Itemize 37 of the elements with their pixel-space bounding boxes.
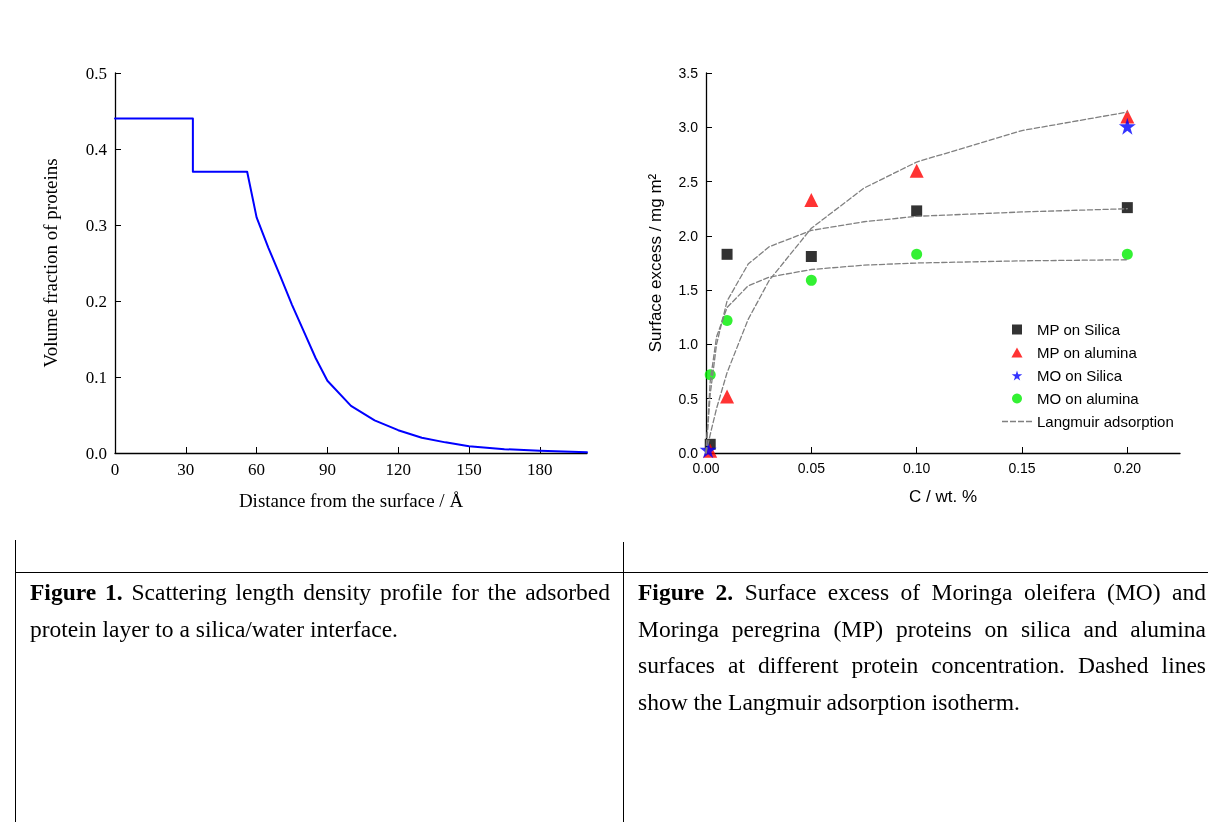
y-tick-label: 2.5 <box>678 173 699 190</box>
x-tick-label: 180 <box>527 460 553 479</box>
y-tick-label: 0.5 <box>85 63 107 83</box>
legend-label: Langmuir adsorption <box>1037 413 1174 430</box>
y-tick-label: 3.0 <box>678 119 699 136</box>
y-axis-title: Surface excess / mg m² <box>646 173 665 353</box>
x-tick-label: 0.05 <box>797 460 826 476</box>
y-tick-label: 3.5 <box>678 65 699 81</box>
y-tick-label: 2.0 <box>678 227 699 244</box>
x-tick-label: 0.15 <box>1008 460 1036 476</box>
y-tick-label: 0.3 <box>85 215 107 235</box>
y-tick-label: 0.0 <box>85 443 107 463</box>
x-axis-title: C / wt. % <box>908 487 978 506</box>
y-tick-label: 0.0 <box>678 445 699 461</box>
legend-label: MP on alumina <box>1037 344 1138 361</box>
x-tick-label: 0.00 <box>692 460 720 476</box>
legend-label: MO on Silica <box>1037 367 1123 384</box>
y-tick-label: 0.1 <box>85 367 107 387</box>
caption: Figure 2. Surface excess of Moringa oleifera (MO) and Moringa peregrina (MP) proteins on silica and alumina surfaces at different protein concentration. Dashed lines show the Langmuir adsorption isotherm. <box>638 578 1206 717</box>
legend-label: MO on alumina <box>1037 390 1140 407</box>
y-tick-label: 1.0 <box>678 336 699 353</box>
x-tick-label: 30 <box>177 460 195 479</box>
caption: Figure 1. Scattering length density profile for the adsorbed protein layer to a silica/water interface. <box>30 578 610 644</box>
x-tick-label: 90 <box>318 460 336 479</box>
x-tick-label: 0.20 <box>1113 460 1142 476</box>
y-tick-label: 0.4 <box>85 139 108 159</box>
x-axis-title: Distance from the surface / Å <box>238 490 464 511</box>
x-tick-label: 60 <box>248 460 266 479</box>
legend-label: MP on Silica <box>1037 321 1121 338</box>
x-tick-label: 0.10 <box>903 460 931 476</box>
y-axis-title: Volume fraction of proteins <box>40 158 61 368</box>
y-tick-label: 0.5 <box>678 390 699 407</box>
x-tick-label: 120 <box>385 460 411 479</box>
y-tick-label: 0.2 <box>85 291 107 311</box>
y-tick-label: 1.5 <box>678 282 699 299</box>
x-tick-label: 0 <box>110 460 120 479</box>
x-tick-label: 150 <box>456 460 482 479</box>
